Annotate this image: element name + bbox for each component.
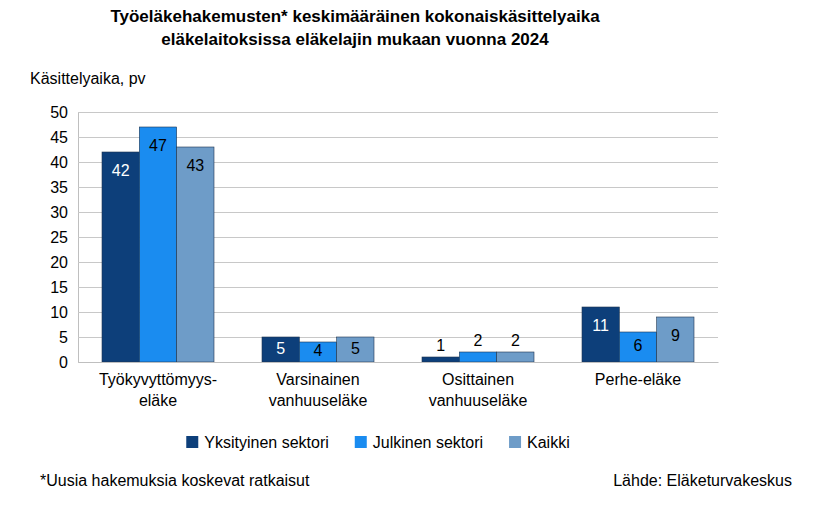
legend-swatch: [509, 436, 521, 448]
grid-line: [78, 362, 718, 363]
y-tick-label: 10: [50, 304, 68, 321]
bar: [337, 337, 374, 362]
bar: [497, 352, 534, 362]
data-label: 11: [592, 317, 609, 334]
bar: [139, 127, 176, 362]
y-tick-label: 40: [50, 154, 68, 171]
data-label: 5: [351, 340, 360, 357]
y-tick-label: 20: [50, 254, 68, 271]
y-tick-label: 15: [50, 279, 68, 296]
legend-item: Yksityinen sektori: [186, 434, 329, 451]
legend-label: Julkinen sektori: [373, 434, 483, 451]
data-label: 4: [314, 342, 323, 359]
bar: [582, 307, 619, 362]
legend-swatch: [355, 436, 367, 448]
y-tick-label: 50: [50, 104, 68, 121]
y-tick-label: 25: [50, 229, 68, 246]
y-tick-label: 35: [50, 179, 68, 196]
data-label: 2: [474, 332, 483, 349]
x-tick-label: Osittainenvanhuuseläke: [429, 371, 528, 409]
x-tick: Perhe-eläke: [595, 362, 681, 388]
y-tick-label: 0: [59, 354, 68, 371]
grid-line: [78, 112, 718, 113]
x-tick: Osittainenvanhuuseläke: [429, 362, 528, 409]
x-tick: Työkyvyttömyys-eläke: [99, 362, 217, 409]
x-tick-label: Työkyvyttömyys-eläke: [99, 371, 217, 409]
bar: [657, 317, 694, 362]
x-tick-label: Varsinainenvanhuuseläke: [269, 371, 368, 409]
data-label: 47: [149, 137, 167, 154]
y-tick-label: 45: [50, 129, 68, 146]
data-label: 2: [511, 332, 520, 349]
source: Lähde: Eläketurvakeskus: [613, 472, 792, 489]
title: Työeläkehakemusten* keskimääräinen kokon…: [110, 7, 600, 49]
y-tick-label: 30: [50, 204, 68, 221]
y-tick: 50: [50, 104, 718, 121]
x-tick-label: Perhe-eläke: [595, 371, 681, 388]
legend-swatch: [186, 436, 198, 448]
bar: [459, 352, 496, 362]
data-label: 1: [436, 337, 445, 354]
bar: [422, 357, 459, 362]
legend: Yksityinen sektori Julkinen sektori Kaikki: [186, 434, 569, 451]
y-tick-label: 5: [59, 329, 68, 346]
bars: [102, 127, 694, 362]
legend-item: Julkinen sektori: [355, 434, 483, 451]
bar: [299, 342, 336, 362]
data-label: 42: [112, 162, 130, 179]
legend-label: Kaikki: [527, 434, 570, 451]
data-label: 5: [276, 340, 285, 357]
y-axis-title: Käsittelyaika, pv: [30, 70, 146, 87]
bar: [177, 147, 214, 362]
data-label: 6: [634, 337, 643, 354]
bar: [619, 332, 656, 362]
data-labels: 4251114742643529: [112, 137, 680, 359]
data-label: 9: [671, 327, 680, 344]
bar: [262, 337, 299, 362]
bar: [102, 152, 139, 362]
y-axis-line: [79, 113, 719, 363]
footnote: *Uusia hakemuksia koskevat ratkaisut: [40, 472, 310, 489]
legend-item: Kaikki: [509, 434, 570, 451]
x-axis-line: [79, 362, 719, 363]
legend-label: Yksityinen sektori: [204, 434, 329, 451]
x-tick: Varsinainenvanhuuseläke: [269, 362, 368, 409]
chart: Työeläkehakemusten* keskimääräinen kokon…: [0, 0, 820, 507]
x-axis: Työkyvyttömyys-eläke Varsinainenvanhuusel…: [79, 362, 719, 409]
y-axis: 05101520253035404550: [50, 104, 718, 371]
data-label: 43: [186, 157, 204, 174]
